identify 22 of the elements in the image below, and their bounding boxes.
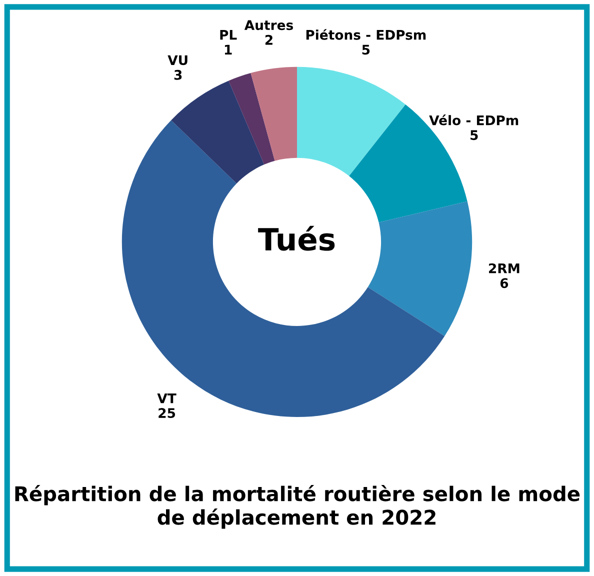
data-label: 5	[362, 44, 370, 55]
data-label: 1	[224, 44, 232, 54]
data-label: 5	[470, 130, 478, 140]
slice-label: Piétons - EDPsm	[306, 29, 426, 40]
data-label: 3	[174, 70, 182, 80]
text: Répartition de la mortalité routière selon le mode de déplacement en 2022	[15, 484, 580, 529]
donut-slice	[171, 80, 264, 184]
data-label: 2	[265, 34, 272, 45]
donut-slice	[297, 66, 406, 176]
slice-label: 2RM	[489, 263, 520, 274]
slice-label: VU	[168, 55, 188, 66]
data-label: 25	[158, 408, 176, 418]
text: Tués	[258, 226, 335, 251]
donut-slice	[228, 73, 275, 165]
slice-label: Vélo - EDPm	[429, 114, 518, 126]
donut-slice	[250, 66, 297, 161]
slice-label: PL	[220, 30, 237, 40]
slice-label: VT	[157, 393, 176, 404]
donut-slice	[349, 104, 468, 222]
data-label: 6	[500, 278, 508, 288]
donut-slice	[368, 201, 472, 336]
slice-label: Autres	[244, 20, 293, 30]
